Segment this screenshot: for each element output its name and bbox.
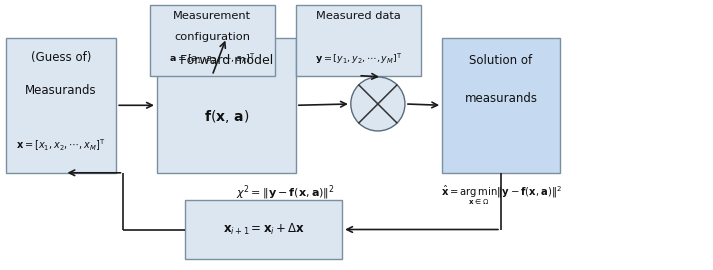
Text: Measurands: Measurands <box>25 84 97 97</box>
FancyBboxPatch shape <box>185 200 342 259</box>
Text: Solution of: Solution of <box>469 54 533 67</box>
Text: measurands: measurands <box>464 92 538 105</box>
Text: $\mathbf{x}_{i+1}=\mathbf{x}_i + \Delta\mathbf{x}$: $\mathbf{x}_{i+1}=\mathbf{x}_i + \Delta\… <box>222 222 305 237</box>
Text: $\hat{\mathbf{x}}=\underset{\mathbf{x}\in\Omega}{\mathrm{arg\,min}}\|\mathbf{y}-: $\hat{\mathbf{x}}=\underset{\mathbf{x}\i… <box>441 184 562 207</box>
Text: $\mathbf{a}=[a_1, a_2, \cdots, a_K]^{\rm T}$: $\mathbf{a}=[a_1, a_2, \cdots, a_K]^{\rm… <box>169 52 255 66</box>
Ellipse shape <box>351 77 405 131</box>
FancyBboxPatch shape <box>157 38 296 173</box>
Text: $\chi^2=\|\mathbf{y}-\mathbf{f}(\mathbf{x},\mathbf{a})\|^2$: $\chi^2=\|\mathbf{y}-\mathbf{f}(\mathbf{… <box>236 184 334 202</box>
FancyBboxPatch shape <box>296 5 421 76</box>
Text: $\mathbf{x}=[x_1, x_2, \cdots, x_M]^{\rm T}$: $\mathbf{x}=[x_1, x_2, \cdots, x_M]^{\rm… <box>16 137 106 153</box>
FancyBboxPatch shape <box>6 38 116 173</box>
Text: Forward model: Forward model <box>180 54 273 67</box>
Text: (Guess of): (Guess of) <box>31 51 91 64</box>
Text: $\mathbf{f}(\mathbf{x},\,\mathbf{a})$: $\mathbf{f}(\mathbf{x},\,\mathbf{a})$ <box>204 108 249 125</box>
FancyBboxPatch shape <box>150 5 275 76</box>
Text: configuration: configuration <box>174 32 250 42</box>
Text: Measurement: Measurement <box>173 11 251 21</box>
FancyBboxPatch shape <box>442 38 560 173</box>
Text: Measured data: Measured data <box>316 11 401 21</box>
Text: $\mathbf{y}=[y_1, y_2, \cdots, y_M]^{\rm T}$: $\mathbf{y}=[y_1, y_2, \cdots, y_M]^{\rm… <box>314 52 402 66</box>
